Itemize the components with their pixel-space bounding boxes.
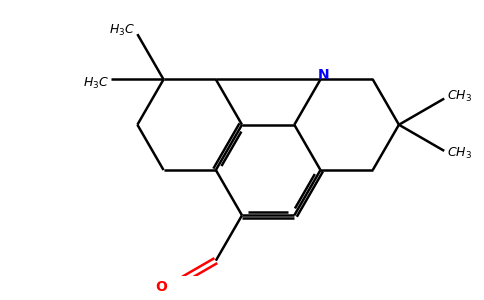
Text: $H_3C$: $H_3C$ (109, 22, 135, 38)
Text: O: O (155, 280, 167, 294)
Text: N: N (318, 68, 329, 82)
Text: $CH_3$: $CH_3$ (447, 88, 472, 104)
Text: $CH_3$: $CH_3$ (447, 146, 472, 161)
Text: $H_3C$: $H_3C$ (83, 76, 108, 91)
